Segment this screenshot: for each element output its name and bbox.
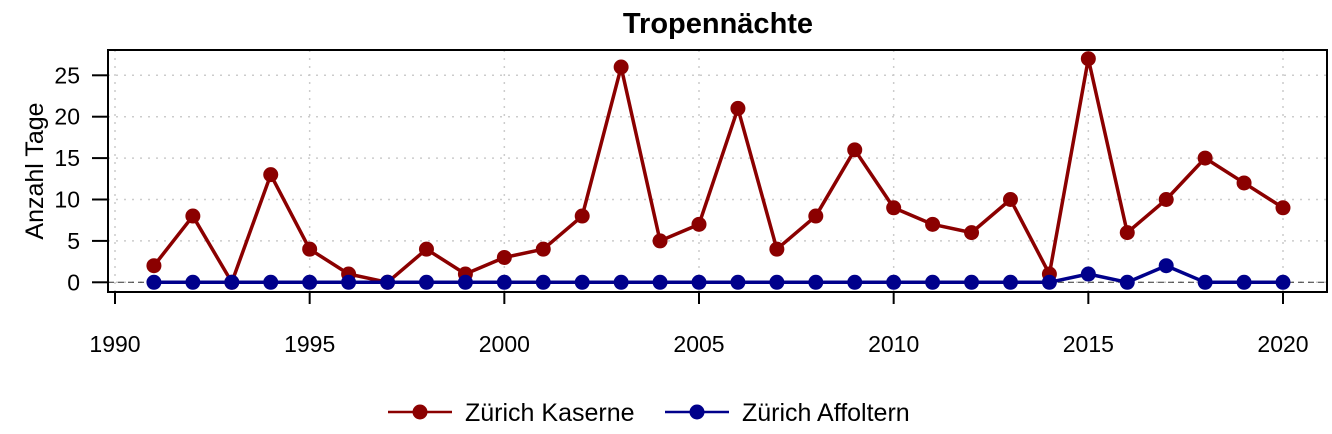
data-point <box>341 274 357 290</box>
data-point <box>1236 175 1252 191</box>
data-point <box>808 274 824 290</box>
data-point <box>1002 274 1018 290</box>
data-point <box>535 241 551 257</box>
data-point <box>1158 192 1174 207</box>
data-point <box>535 274 551 290</box>
data-point <box>652 274 668 290</box>
data-point <box>964 274 980 290</box>
data-point <box>808 208 824 224</box>
data-point <box>146 274 162 290</box>
data-point <box>1002 192 1018 207</box>
data-point <box>1197 150 1213 166</box>
data-point <box>418 241 434 257</box>
data-point <box>769 241 785 257</box>
data-point <box>185 274 201 290</box>
data-point <box>496 274 512 290</box>
x-tick-label: 2015 <box>1063 331 1114 357</box>
data-point <box>1236 274 1252 290</box>
data-point <box>146 258 162 274</box>
x-tick-label: 2010 <box>868 331 919 357</box>
data-point <box>613 59 629 75</box>
data-point <box>380 274 396 290</box>
series-kaserne <box>146 51 1291 290</box>
data-point <box>1080 266 1096 282</box>
data-point <box>730 100 746 116</box>
data-point <box>1158 258 1174 274</box>
data-point <box>1119 225 1135 241</box>
data-point <box>1041 274 1057 290</box>
y-tick-label: 5 <box>67 228 80 254</box>
data-point <box>263 274 279 290</box>
legend: Zürich Kaserne Zürich Affoltern <box>388 399 910 427</box>
data-point <box>1197 274 1213 290</box>
data-point <box>574 274 590 290</box>
data-point <box>925 274 941 290</box>
legend-marker <box>412 404 428 420</box>
data-point <box>1275 274 1291 290</box>
x-tick-label: 1995 <box>284 331 335 357</box>
data-point <box>769 274 785 290</box>
data-point <box>302 274 318 290</box>
data-point <box>224 274 240 290</box>
data-point <box>613 274 629 290</box>
y-tick-label: 0 <box>67 269 80 295</box>
y-axis: 0 5 10 15 20 25 <box>54 62 108 295</box>
data-point <box>691 274 707 290</box>
legend-label: Zürich Kaserne <box>465 399 635 427</box>
y-tick-label: 25 <box>54 62 80 88</box>
y-tick-label: 15 <box>54 145 80 171</box>
data-point <box>730 274 746 290</box>
data-point <box>925 216 941 232</box>
x-tick-label: 2020 <box>1257 331 1308 357</box>
data-point <box>886 200 902 216</box>
x-tick-label: 2005 <box>673 331 724 357</box>
data-point <box>886 274 902 290</box>
legend-marker <box>689 404 705 420</box>
series-line <box>152 56 1284 285</box>
data-point <box>457 274 473 290</box>
plot-frame <box>107 49 1328 293</box>
y-tick-label: 10 <box>54 187 80 213</box>
data-point <box>652 233 668 249</box>
data-point <box>263 167 279 183</box>
data-point <box>847 142 863 158</box>
legend-label: Zürich Affoltern <box>742 399 910 427</box>
data-point <box>574 208 590 224</box>
data-point <box>418 274 434 290</box>
data-point <box>496 249 512 265</box>
y-axis-label: Anzahl Tage <box>21 102 49 239</box>
data-point <box>185 208 201 224</box>
data-point <box>691 216 707 232</box>
x-axis: 1990 1995 2000 2005 2010 2015 2020 <box>89 292 1309 357</box>
data-point <box>964 225 980 241</box>
data-point <box>1119 274 1135 290</box>
chart-title: Tropennächte <box>623 8 813 40</box>
series-line <box>153 263 1283 285</box>
x-tick-label: 2000 <box>479 331 530 357</box>
data-point <box>1275 200 1291 216</box>
data-point <box>847 274 863 290</box>
data-point <box>1080 51 1096 67</box>
data-point <box>302 241 318 257</box>
y-tick-label: 20 <box>54 104 80 130</box>
series-affoltern <box>146 258 1291 290</box>
x-tick-label: 1990 <box>89 331 140 357</box>
